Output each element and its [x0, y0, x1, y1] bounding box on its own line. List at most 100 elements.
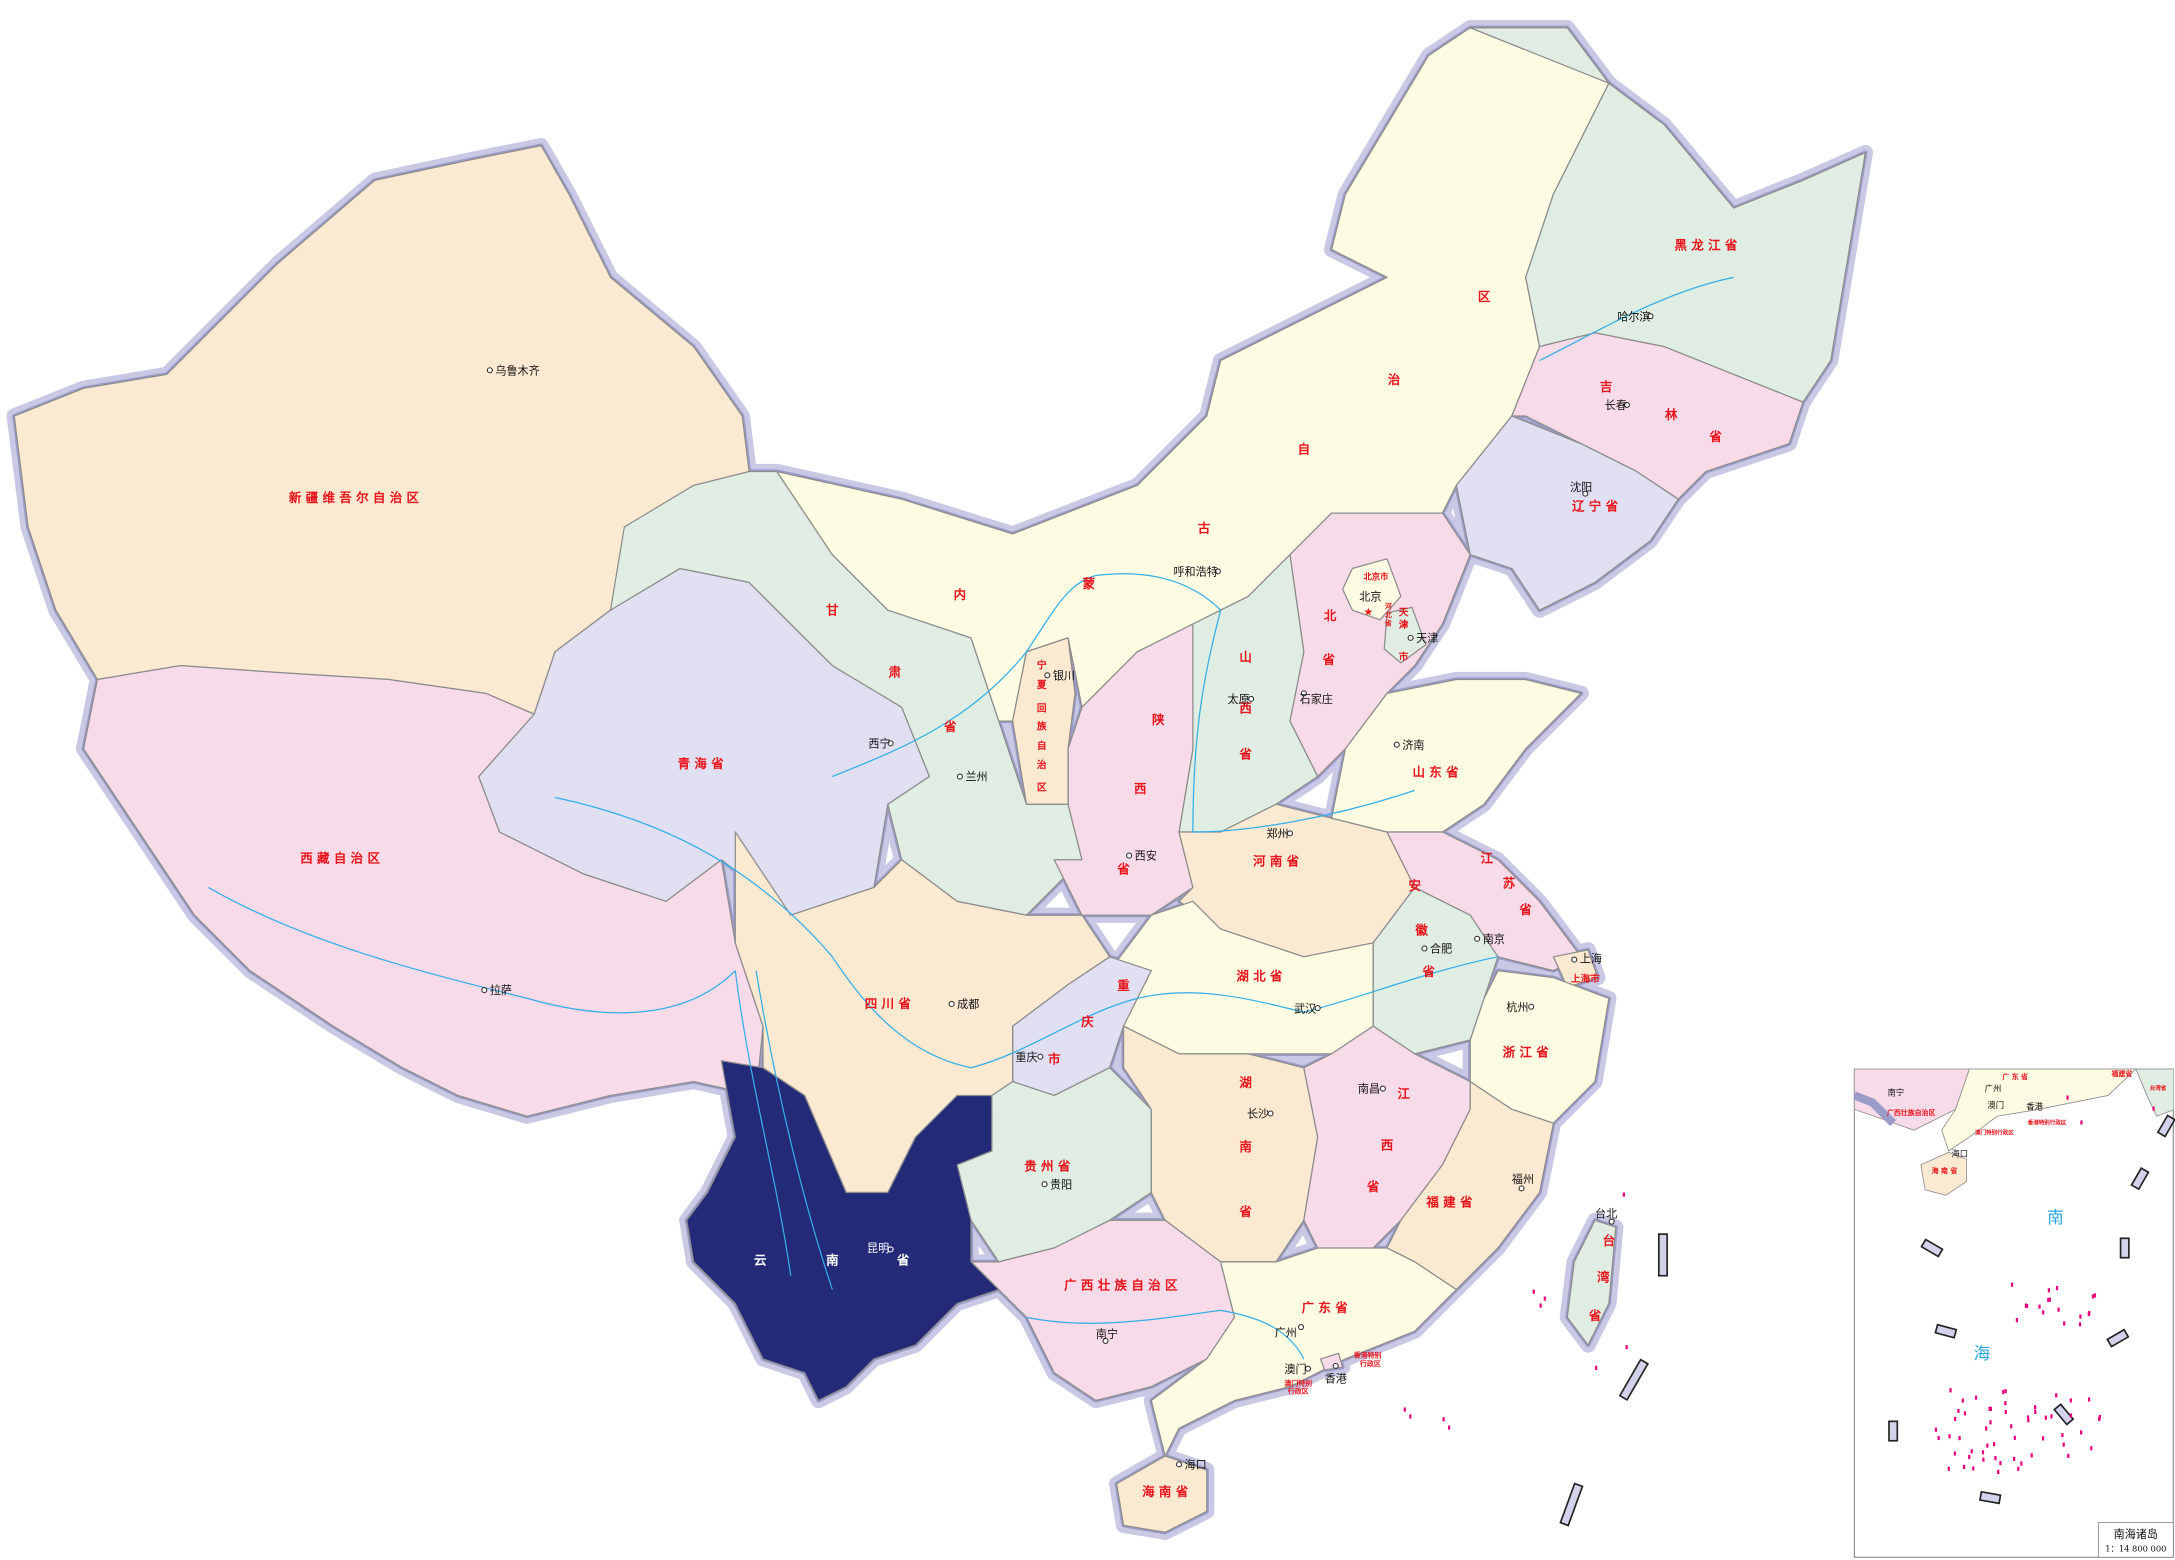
- city-urumqi[interactable]: 乌鲁木齐: [486, 363, 540, 377]
- city-xining[interactable]: 西宁: [868, 736, 894, 750]
- city-macau[interactable]: 澳门: [1284, 1362, 1312, 1376]
- city-name: 南京: [1483, 932, 1505, 946]
- province-taiwan[interactable]: [1566, 1219, 1617, 1346]
- province-yunnan[interactable]: [686, 1060, 1000, 1402]
- songhua-river: [1539, 276, 1734, 362]
- city-xian[interactable]: 西安: [1126, 849, 1157, 863]
- city-nanning[interactable]: 南宁: [1096, 1327, 1118, 1344]
- city-nanchang[interactable]: 南昌: [1358, 1083, 1386, 1096]
- label-guangxi: 广 西 壮 族 自 治 区: [1064, 1278, 1178, 1293]
- province-tianjin[interactable]: [1383, 606, 1427, 664]
- label-taiwan: 台: [1603, 1233, 1615, 1248]
- city-taiyuan[interactable]: 太原: [1228, 693, 1255, 706]
- city-changchun[interactable]: 长春: [1605, 399, 1630, 412]
- city-name: 哈尔滨: [1617, 309, 1650, 323]
- island-icon: [1625, 1345, 1628, 1350]
- inset-city-hongkong: 香港: [2026, 1101, 2043, 1111]
- label-tibet: 西 藏 自 治 区: [300, 851, 380, 866]
- province-shanghai[interactable]: [1552, 949, 1599, 988]
- city-beijing[interactable]: ★ 北京: [1359, 589, 1381, 618]
- island-icon: [2026, 1415, 2030, 1420]
- province-hainan[interactable]: [1115, 1455, 1208, 1533]
- city-marker-icon: [481, 987, 488, 994]
- city-name: 济南: [1402, 738, 1424, 752]
- boundary-dash: [1559, 1482, 1584, 1527]
- city-marker-icon: [1379, 1085, 1386, 1092]
- city-jinan[interactable]: 济南: [1393, 738, 1424, 752]
- city-shanghai[interactable]: 上海: [1571, 951, 1602, 965]
- city-chengdu[interactable]: 成都: [948, 998, 979, 1011]
- island-icon: [1934, 1427, 1938, 1432]
- inset-title: 南海诸岛: [2114, 1527, 2158, 1541]
- city-shijiazhuang[interactable]: 石家庄: [1300, 690, 1333, 706]
- inset-label-taiwan: 台湾省: [2150, 1084, 2167, 1092]
- city-name: 乌鲁木齐: [495, 363, 539, 377]
- city-hefei[interactable]: 合肥: [1421, 942, 1452, 956]
- label-anhui: 徽: [1414, 923, 1428, 938]
- city-tianjin[interactable]: 天津: [1407, 632, 1438, 645]
- city-zhengzhou[interactable]: 郑州: [1266, 827, 1294, 841]
- city-lhasa[interactable]: 拉萨: [481, 983, 512, 997]
- province-beijing[interactable]: [1342, 558, 1402, 621]
- island-icon: [2027, 1418, 2030, 1423]
- city-lanzhou[interactable]: 兰州: [956, 771, 988, 784]
- city-hangzhou[interactable]: 杭州: [1506, 1000, 1535, 1014]
- province-heilongjiang[interactable]: [1469, 27, 1867, 403]
- boundary-dash: [2053, 1403, 2075, 1426]
- label-hongkong-sar: 香港特别: [1353, 1351, 1382, 1360]
- province-jilin[interactable]: [1511, 332, 1804, 500]
- city-nanjing[interactable]: 南京: [1474, 932, 1505, 946]
- south-china-sea-inset: 广 东 省 福建省 台湾省 广西壮族自治区 海 南 省 澳门特别行政区 香港特别…: [1853, 1068, 2175, 1558]
- city-fuzhou[interactable]: 福州: [1512, 1172, 1534, 1192]
- city-chongqing[interactable]: 重庆: [1015, 1050, 1044, 1064]
- inset-scale: 1：14 800 000: [2105, 1544, 2166, 1554]
- province-ningxia[interactable]: [1011, 637, 1076, 805]
- city-harbin[interactable]: 哈尔滨: [1617, 309, 1654, 323]
- city-name: 长沙: [1247, 1108, 1269, 1121]
- yellow-river: [832, 573, 1415, 833]
- boundary-dash: [2119, 1237, 2130, 1259]
- label-inner-mongolia: 古: [1198, 520, 1211, 535]
- boundary-dash: [1920, 1238, 1944, 1258]
- province-guangdong[interactable]: [1150, 1247, 1457, 1457]
- island-icon: [2066, 1095, 2069, 1100]
- island-icon: [1957, 1408, 1960, 1413]
- label-jiangsu: 江: [1481, 851, 1494, 866]
- city-haikou[interactable]: 海口: [1175, 1457, 1207, 1471]
- island-icon: [1532, 1289, 1535, 1294]
- province-liaoning[interactable]: [1455, 415, 1679, 611]
- label-henan: 河 南 省: [1253, 853, 1300, 868]
- province-labels: 新 疆 维 吾 尔 自 治 区 西 藏 自 治 区 青 海 省 甘 肃 省 内 …: [289, 238, 1738, 1500]
- city-hohhot[interactable]: 呼和浩特: [1173, 564, 1221, 578]
- label-hunan: 南: [1239, 1139, 1251, 1154]
- label-macau-sar: 澳门特别: [1284, 1378, 1312, 1387]
- city-guangzhou[interactable]: 广州: [1275, 1323, 1305, 1340]
- city-shenyang[interactable]: 沈阳: [1570, 480, 1592, 497]
- city-kunming[interactable]: 昆明: [867, 1242, 894, 1255]
- city-wuhan[interactable]: 武汉: [1294, 1002, 1321, 1015]
- city-guiyang[interactable]: 贵阳: [1041, 1178, 1072, 1191]
- city-marker-icon: [1647, 313, 1654, 320]
- island-icon: [1409, 1414, 1412, 1419]
- city-changsha[interactable]: 长沙: [1247, 1108, 1274, 1121]
- label-shanghai: 上海市: [1571, 972, 1600, 985]
- island-icon: [1963, 1411, 1967, 1416]
- inset-label-guangxi: 广西壮族自治区: [1887, 1108, 1936, 1117]
- inset-label-fujian: 福建省: [2111, 1069, 2133, 1078]
- island-icon: [2091, 1294, 2095, 1299]
- boundary-dash: [1978, 1490, 2002, 1505]
- label-chongqing: 市: [1048, 1052, 1061, 1067]
- province-shandong[interactable]: [1330, 678, 1582, 833]
- island-icon: [1972, 1466, 1975, 1471]
- city-name: 成都: [957, 998, 979, 1011]
- island-icon: [2047, 1288, 2050, 1293]
- city-hongkong[interactable]: 香港: [1325, 1362, 1347, 1386]
- city-marker-icon: [1304, 1365, 1312, 1372]
- city-yinchuan[interactable]: 银川: [1044, 668, 1075, 682]
- boundary-dash: [2156, 1114, 2175, 1138]
- city-marker-icon: [1571, 956, 1578, 963]
- label-sichuan: 四 川 省: [865, 996, 912, 1011]
- label-jiangsu: 省: [1518, 902, 1532, 917]
- city-taipei[interactable]: 台北: [1595, 1206, 1617, 1225]
- island-icon: [2093, 1293, 2097, 1298]
